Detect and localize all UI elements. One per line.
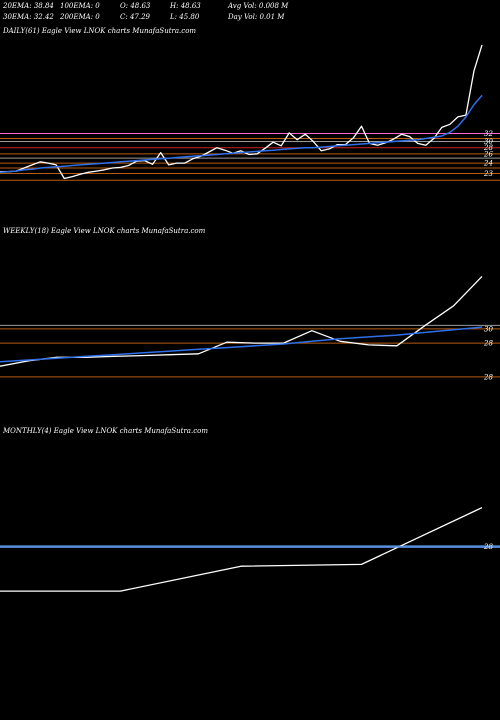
header-100ema: 100EMA: 0 [60,2,100,10]
weekly-ema-line [0,326,483,363]
header-close-value: 47.29 [129,13,150,21]
header-low-label: L: [170,13,178,21]
weekly-price-line [0,275,483,367]
daily-panel-title: DAILY(61) Eagle View LNOK charts MunafaS… [3,27,197,35]
header-day-vol-value: 0.01 M [259,13,285,21]
weekly-panel: 30 28 28 [0,275,500,381]
daily-level-label: 30 [484,138,493,146]
header-30ema-label: 30EMA: [3,13,32,21]
daily-level-label: 28 [483,144,493,152]
header-high: H: 48.63 [170,2,201,10]
header-20ema-value: 38.84 [33,2,54,10]
header-20ema-label: 20EMA: [3,2,32,10]
weekly-level-label: 28 [483,373,493,381]
header-20ema: 20EMA: 38.84 [3,2,54,10]
header-open-value: 48.63 [130,2,151,10]
header-low: L: 45.80 [170,13,199,21]
header-close-label: C: [120,13,128,21]
header-avg-vol-value: 0.008 M [258,2,289,10]
weekly-panel-title: WEEKLY(18) Eagle View LNOK charts Munafa… [3,227,206,235]
header-200ema: 200EMA: 0 [60,13,100,21]
header-200ema-value: 0 [95,13,100,21]
daily-level-label: 23 [483,170,493,178]
header-avg-vol-label: Avg Vol: [228,2,257,10]
daily-level-label: 32 [484,130,493,138]
daily-ema-line [0,94,483,174]
daily-price-line [0,44,483,180]
weekly-level-label: 30 [484,325,493,333]
header-day-vol: Day Vol: 0.01 M [228,13,284,21]
monthly-panel: 28 [0,507,500,592]
monthly-price-line [0,507,483,592]
weekly-level-label: 28 [483,340,493,348]
header-open: O: 48.63 [120,2,150,10]
header-avg-vol: Avg Vol: 0.008 M [228,2,288,10]
header-day-vol-label: Day Vol: [228,13,258,21]
daily-level-label: 24 [483,160,493,168]
header-200ema-label: 200EMA: [60,13,94,21]
header-100ema-label: 100EMA: [60,2,94,10]
header-open-label: O: [120,2,129,10]
header-high-value: 48.63 [180,2,201,10]
header-100ema-value: 0 [95,2,100,10]
header-30ema: 30EMA: 32.42 [3,13,54,21]
header-high-label: H: [170,2,179,10]
header-close: C: 47.29 [120,13,150,21]
monthly-level-label: 28 [483,543,493,551]
header-30ema-value: 32.42 [33,13,54,21]
header-low-value: 45.80 [179,13,200,21]
monthly-panel-title: MONTHLY(4) Eagle View LNOK charts Munafa… [3,427,208,435]
daily-level-label: 26 [483,150,493,158]
